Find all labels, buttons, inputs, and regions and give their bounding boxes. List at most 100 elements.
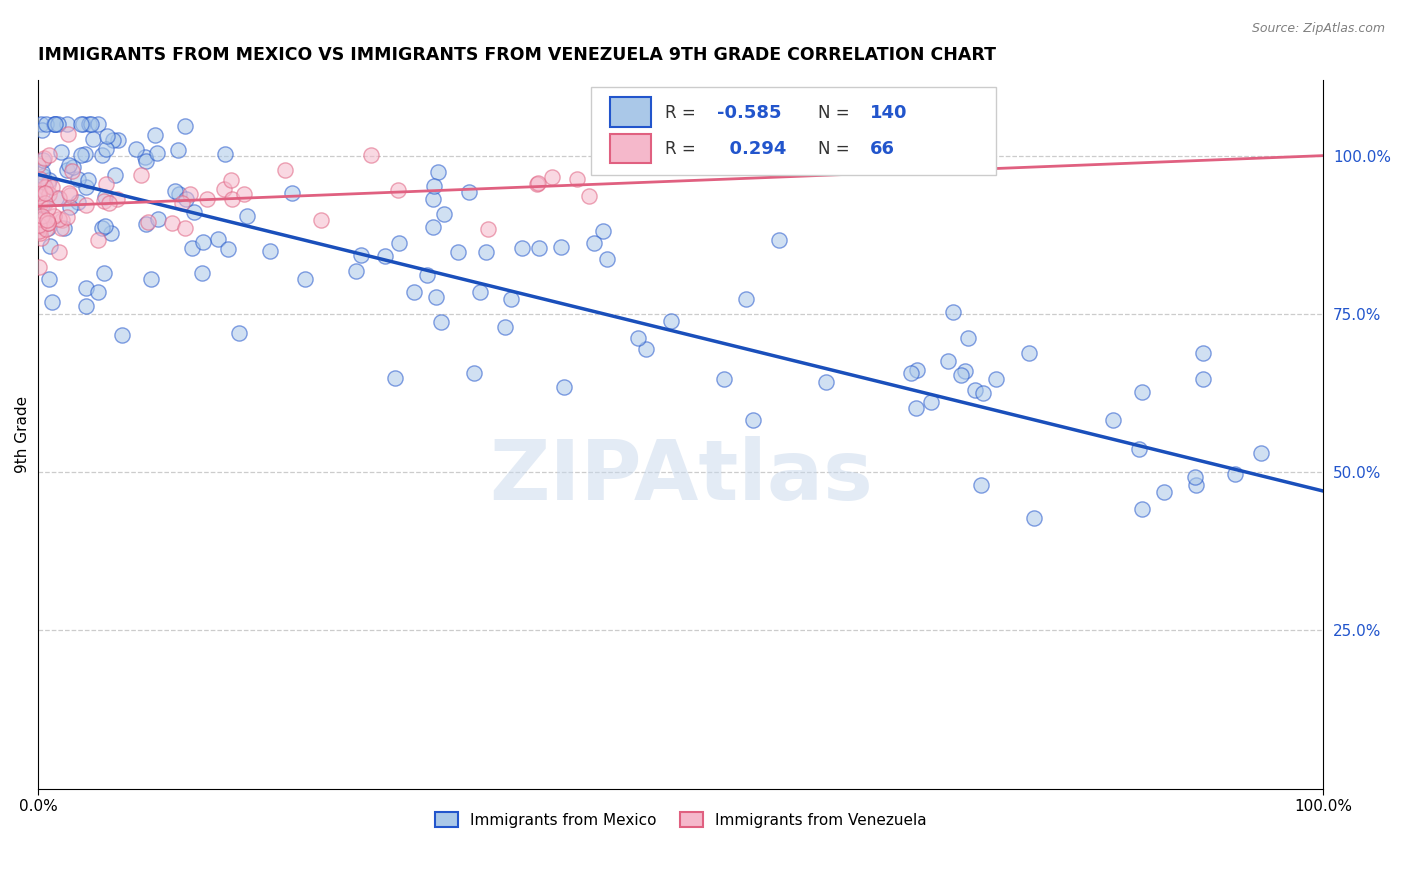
Point — [66, 194, 89, 209]
Point — [37, 221, 59, 235]
Point — [510, 241, 533, 255]
Point — [34, 186, 56, 201]
Point — [713, 372, 735, 386]
Point — [905, 363, 928, 377]
Point — [28, 186, 51, 200]
Point — [87, 117, 110, 131]
Point — [527, 241, 550, 255]
Point — [742, 413, 765, 427]
Point — [190, 266, 212, 280]
Point — [592, 224, 614, 238]
Text: 0.294: 0.294 — [717, 140, 786, 158]
Point — [34, 179, 56, 194]
Point — [31, 165, 53, 179]
Point — [90, 221, 112, 235]
Point — [97, 196, 120, 211]
Point — [180, 241, 202, 255]
Point — [62, 160, 84, 174]
Point — [550, 240, 572, 254]
Point — [94, 219, 117, 233]
Point — [1185, 478, 1208, 492]
Point — [48, 212, 70, 227]
Point — [1130, 385, 1153, 400]
Point — [41, 294, 63, 309]
Text: R =: R = — [665, 140, 702, 158]
Point — [167, 144, 190, 158]
Point — [44, 117, 66, 131]
Point — [80, 117, 103, 131]
Point — [30, 231, 52, 245]
Point — [591, 153, 613, 168]
Point — [148, 212, 170, 227]
Point — [93, 266, 115, 280]
Point — [425, 290, 447, 304]
Point — [56, 127, 79, 141]
Point — [53, 221, 76, 235]
Point — [87, 233, 110, 247]
Legend: Immigrants from Mexico, Immigrants from Venezuela: Immigrants from Mexico, Immigrants from … — [429, 806, 932, 834]
Point — [404, 285, 426, 299]
Point — [259, 244, 281, 259]
Point — [75, 197, 97, 211]
Point — [526, 178, 548, 192]
FancyBboxPatch shape — [610, 134, 651, 163]
Text: 140: 140 — [870, 104, 907, 122]
Point — [387, 182, 409, 196]
Point — [236, 209, 259, 223]
Point — [1192, 345, 1215, 359]
Text: IMMIGRANTS FROM MEXICO VS IMMIGRANTS FROM VENEZUELA 9TH GRADE CORRELATION CHART: IMMIGRANTS FROM MEXICO VS IMMIGRANTS FRO… — [38, 46, 997, 64]
Point — [27, 158, 49, 172]
Point — [273, 162, 295, 177]
Point — [219, 172, 242, 186]
Point — [104, 168, 127, 182]
Point — [174, 119, 197, 133]
Point — [32, 153, 55, 167]
Point — [37, 216, 59, 230]
Point — [165, 184, 187, 198]
Point — [583, 235, 606, 250]
Point — [31, 122, 53, 136]
Point — [636, 343, 658, 357]
Point — [35, 117, 58, 131]
Point — [73, 146, 96, 161]
Point — [94, 177, 117, 191]
Point — [170, 196, 193, 211]
Point — [578, 189, 600, 203]
Point — [46, 117, 69, 131]
Text: N =: N = — [818, 104, 855, 122]
Point — [27, 260, 49, 275]
Point — [1130, 502, 1153, 516]
Point — [627, 331, 650, 345]
Point — [167, 187, 190, 202]
Point — [135, 218, 157, 232]
Point — [956, 331, 979, 345]
Point — [221, 192, 243, 206]
Point — [541, 170, 564, 185]
Point — [1101, 413, 1123, 427]
Point — [972, 386, 994, 401]
Point — [1153, 484, 1175, 499]
Point — [51, 212, 73, 227]
Point — [1024, 511, 1046, 525]
Point — [30, 117, 52, 131]
Point — [136, 215, 159, 229]
Point — [135, 154, 157, 169]
Point — [129, 168, 152, 182]
Point — [56, 163, 79, 178]
Point — [360, 147, 382, 161]
Point — [45, 191, 67, 205]
Point — [105, 192, 128, 206]
Point — [384, 371, 406, 385]
Point — [309, 213, 332, 227]
Point — [32, 169, 55, 184]
Point — [344, 263, 367, 277]
Point — [72, 117, 94, 131]
Point — [59, 200, 82, 214]
Point — [38, 173, 60, 187]
Point — [146, 146, 169, 161]
Point — [107, 133, 129, 147]
Point — [553, 380, 575, 394]
Point — [28, 172, 51, 186]
Point — [75, 281, 97, 295]
Point — [768, 234, 790, 248]
